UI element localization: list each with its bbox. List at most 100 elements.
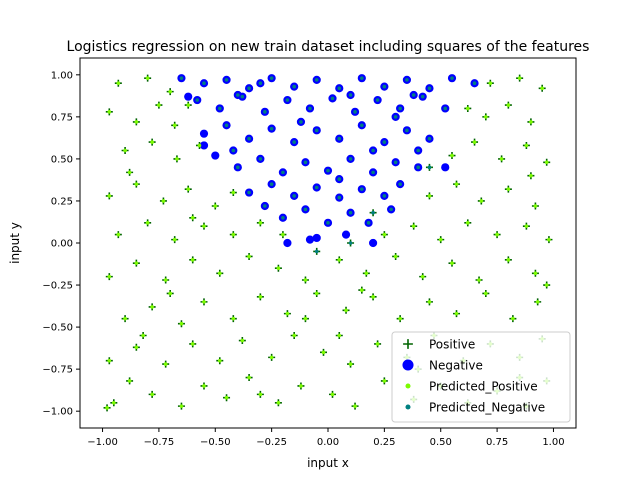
- predicted-positive-point: [134, 261, 139, 265]
- predicted-positive-point: [116, 81, 121, 86]
- predicted-negative-point: [247, 86, 251, 91]
- predicted-negative-point: [281, 215, 285, 220]
- predicted-negative-point: [337, 177, 342, 181]
- negative-point: [368, 238, 378, 248]
- predicted-positive-point: [186, 187, 191, 191]
- predicted-positive-point: [511, 316, 515, 321]
- negative-point: [184, 92, 193, 101]
- legend-label: Predicted_Negative: [429, 401, 545, 415]
- predicted-positive-point: [123, 148, 127, 153]
- predicted-positive-point: [506, 187, 511, 191]
- predicted-positive-point: [258, 295, 263, 299]
- predicted-negative-point: [427, 136, 432, 141]
- predicted-negative-point: [337, 86, 342, 91]
- predicted-positive-point: [168, 89, 172, 94]
- predicted-positive-point: [231, 190, 236, 195]
- predicted-positive-point: [533, 204, 538, 208]
- predicted-negative-point: [389, 207, 393, 212]
- predicted-positive-point: [281, 232, 285, 237]
- y-tick-label: 0.75: [51, 112, 73, 123]
- predicted-positive-point: [202, 300, 206, 304]
- predicted-positive-point: [186, 103, 191, 107]
- predicted-negative-point: [217, 106, 222, 111]
- predicted-positive-point: [107, 110, 112, 114]
- negative-point: [305, 235, 315, 244]
- predicted-positive-point: [484, 115, 488, 119]
- y-tick-label: −1.00: [42, 407, 73, 418]
- data-points: [103, 74, 553, 412]
- predicted-positive-point: [420, 274, 425, 279]
- predicted-positive-point: [353, 404, 357, 408]
- x-tick-label: 1.00: [542, 437, 564, 448]
- predicted-negative-point: [411, 93, 416, 97]
- predicted-positive-point: [247, 375, 251, 380]
- predicted-positive-point: [107, 274, 112, 279]
- predicted-positive-point: [127, 379, 132, 383]
- predicted-negative-point: [398, 182, 402, 186]
- predicted-positive-point: [134, 120, 139, 124]
- predicted-negative-point: [292, 140, 296, 144]
- predicted-positive-point: [258, 221, 263, 225]
- predicted-positive-point: [217, 358, 222, 363]
- predicted-positive-point: [269, 355, 274, 360]
- predicted-negative-point: [202, 81, 206, 86]
- predicted-positive-point: [535, 300, 540, 304]
- predicted-negative-point: [416, 165, 420, 170]
- predicted-negative-point: [326, 168, 330, 173]
- predicted-positive-point: [438, 237, 443, 242]
- predicted-positive-point: [190, 258, 195, 262]
- predicted-negative-point: [224, 123, 229, 128]
- predicted-positive-point: [477, 278, 481, 282]
- y-tick-label: 0.25: [51, 196, 73, 207]
- predicted-positive-point: [529, 120, 533, 124]
- y-tick-label: −0.25: [42, 281, 73, 292]
- predicted-positive-point: [157, 103, 161, 107]
- predicted-negative-point: [371, 148, 375, 153]
- predicted-negative-legend-marker: [405, 404, 411, 410]
- predicted-positive-point: [484, 291, 488, 296]
- legend-label: Predicted_Positive: [429, 380, 538, 394]
- predicted-positive-point: [337, 333, 342, 338]
- negative-point: [312, 233, 321, 243]
- x-tick-label: −0.75: [144, 437, 175, 448]
- predicted-positive-point: [524, 224, 529, 228]
- predicted-negative-point: [405, 78, 409, 82]
- predicted-positive-point: [337, 258, 342, 262]
- predicted-positive-point: [303, 316, 308, 321]
- predicted-negative-point: [472, 81, 477, 86]
- predicted-positive-point: [427, 194, 432, 198]
- x-axis: −1.00 −0.75 −0.50 −0.25 0.00 0.25 0.50 0.75 1.00: [87, 428, 565, 448]
- x-tick-label: 0.50: [430, 437, 452, 448]
- predicted-negative-point: [236, 93, 240, 97]
- predicted-negative-point: [269, 76, 274, 80]
- predicted-positive-point: [231, 316, 236, 321]
- predicted-negative-point: [427, 86, 432, 91]
- predicted-negative-point: [348, 93, 353, 97]
- predicted-positive-point: [179, 404, 184, 408]
- predicted-positive-point: [107, 358, 112, 363]
- predicted-positive-point: [547, 237, 551, 242]
- predicted-negative-point: [292, 84, 296, 89]
- negative-legend-marker: [402, 359, 414, 371]
- predicted-positive-point: [330, 392, 335, 397]
- negative-point: [283, 238, 292, 248]
- predicted-positive-point: [134, 345, 139, 350]
- predicted-positive-point: [197, 143, 202, 148]
- predicted-positive-point: [499, 157, 504, 161]
- predicted-positive-point: [163, 278, 168, 282]
- predicted-negative-point: [348, 157, 353, 161]
- y-tick-label: −0.75: [42, 365, 73, 376]
- predicted-negative-point: [314, 78, 319, 82]
- predicted-negative-point: [337, 195, 342, 200]
- predicted-positive-point: [285, 311, 290, 316]
- predicted-positive-point: [107, 194, 112, 198]
- predicted-negative-point: [308, 106, 312, 111]
- predicted-negative-point: [314, 128, 319, 133]
- predicted-negative-point: [303, 207, 308, 212]
- chart-title: Logistics regression on new train datase…: [67, 39, 590, 55]
- predicted-negative-point: [299, 120, 303, 124]
- predicted-negative-point: [231, 148, 236, 153]
- predicted-positive-point: [360, 288, 364, 292]
- predicted-negative-point: [314, 185, 319, 190]
